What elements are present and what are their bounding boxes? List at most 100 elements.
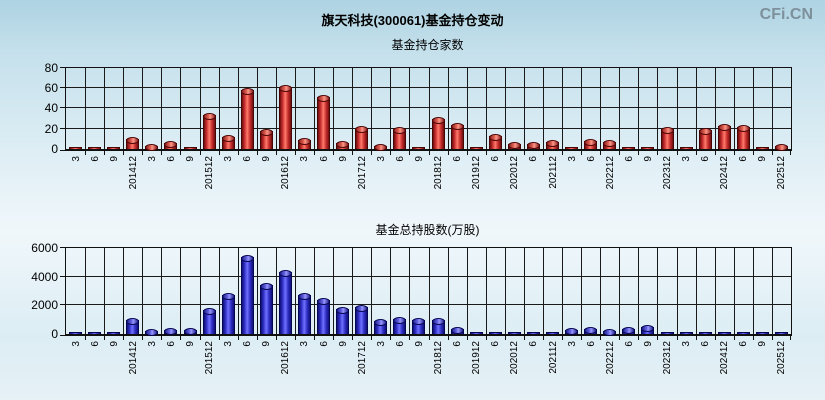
x-axis-label: 6 bbox=[452, 341, 463, 347]
x-axis-tick-mark bbox=[677, 336, 678, 340]
bar-top-cap bbox=[260, 129, 273, 136]
x-axis-label: 9 bbox=[643, 156, 654, 162]
bar bbox=[680, 332, 693, 334]
y-axis-tick-mark bbox=[60, 67, 65, 68]
v-gridline bbox=[409, 248, 410, 334]
v-gridline bbox=[333, 68, 334, 149]
x-axis-tick-mark bbox=[638, 336, 639, 340]
bar bbox=[412, 147, 425, 149]
bar bbox=[317, 298, 330, 334]
bar-top-cap bbox=[126, 137, 139, 144]
x-axis-tick-mark bbox=[562, 336, 563, 340]
x-axis-label: 3 bbox=[376, 341, 387, 347]
x-axis-tick-mark bbox=[734, 336, 735, 340]
v-gridline bbox=[772, 68, 773, 149]
x-axis-label: 3 bbox=[147, 341, 158, 347]
x-axis-label: 6 bbox=[90, 341, 101, 347]
bar-top-cap bbox=[718, 124, 731, 131]
x-axis-label: 6 bbox=[166, 156, 177, 162]
bar-top-cap bbox=[451, 123, 464, 130]
bar bbox=[260, 283, 273, 334]
bar bbox=[336, 141, 349, 149]
x-axis-tick-mark bbox=[524, 151, 525, 155]
bar bbox=[622, 327, 635, 334]
x-axis-tick-mark bbox=[619, 151, 620, 155]
bar bbox=[641, 325, 654, 334]
x-axis-tick-mark bbox=[276, 151, 277, 155]
v-gridline bbox=[543, 68, 544, 149]
v-gridline bbox=[715, 248, 716, 334]
v-gridline bbox=[657, 248, 658, 334]
y-axis-tick-label: 60 bbox=[44, 81, 58, 95]
x-axis-tick-mark bbox=[696, 336, 697, 340]
v-gridline bbox=[276, 248, 277, 334]
x-axis-label: 9 bbox=[757, 341, 768, 347]
y-axis-tick-mark bbox=[60, 150, 65, 151]
v-gridline bbox=[219, 248, 220, 334]
v-gridline bbox=[409, 68, 410, 149]
bar bbox=[718, 332, 731, 334]
x-axis-label: 201612 bbox=[280, 156, 291, 190]
bar-top-cap bbox=[622, 327, 635, 334]
x-axis-tick-mark bbox=[371, 336, 372, 340]
x-axis-tick-mark bbox=[696, 151, 697, 155]
bar bbox=[241, 88, 254, 149]
bar bbox=[680, 147, 693, 149]
bar bbox=[508, 142, 521, 149]
x-axis-label: 9 bbox=[414, 341, 425, 347]
x-axis-tick-mark bbox=[314, 336, 315, 340]
x-axis-label: 6 bbox=[452, 156, 463, 162]
v-gridline bbox=[123, 68, 124, 149]
bar-top-cap bbox=[279, 85, 292, 92]
v-gridline bbox=[581, 248, 582, 334]
v-gridline bbox=[486, 68, 487, 149]
x-axis-label: 6 bbox=[586, 156, 597, 162]
h-gridline bbox=[66, 304, 791, 305]
x-axis-label: 6 bbox=[624, 341, 635, 347]
h-gridline bbox=[66, 276, 791, 277]
x-axis-tick-mark bbox=[142, 336, 143, 340]
bar bbox=[164, 141, 177, 149]
v-gridline bbox=[505, 248, 506, 334]
x-axis-tick-mark bbox=[142, 151, 143, 155]
v-gridline bbox=[390, 68, 391, 149]
bar-top-cap bbox=[603, 140, 616, 147]
y-axis-tick-label: 40 bbox=[44, 101, 58, 115]
y-axis-tick-mark bbox=[60, 335, 65, 336]
bar bbox=[241, 255, 254, 334]
x-axis-label: 202412 bbox=[719, 156, 730, 190]
bar-top-cap bbox=[298, 138, 311, 145]
v-gridline bbox=[677, 68, 678, 149]
x-axis-tick-mark bbox=[371, 151, 372, 155]
bar bbox=[603, 140, 616, 149]
bar bbox=[279, 270, 292, 334]
x-axis-tick-mark bbox=[85, 151, 86, 155]
x-axis-label: 9 bbox=[643, 341, 654, 347]
x-axis-label: 6 bbox=[528, 156, 539, 162]
chart-title-holder-count: 基金持仓家数 bbox=[391, 38, 464, 52]
x-axis-tick-mark bbox=[180, 151, 181, 155]
x-axis-tick-mark bbox=[352, 336, 353, 340]
bar-top-cap bbox=[412, 318, 425, 325]
x-axis-label: 201512 bbox=[204, 156, 215, 190]
x-axis-tick-mark bbox=[333, 336, 334, 340]
h-gridline bbox=[66, 87, 791, 88]
bar-top-cap bbox=[393, 127, 406, 134]
y-axis-tick-mark bbox=[60, 107, 65, 108]
y-axis-tick-label: 4000 bbox=[31, 270, 58, 284]
x-axis-label: 3 bbox=[681, 341, 692, 347]
x-axis-label: 6 bbox=[319, 341, 330, 347]
x-axis-label: 6 bbox=[395, 341, 406, 347]
x-axis-tick-mark bbox=[200, 151, 201, 155]
y-axis-tick-label: 20 bbox=[44, 122, 58, 136]
v-gridline bbox=[352, 68, 353, 149]
x-axis-tick-mark bbox=[219, 151, 220, 155]
v-gridline bbox=[180, 248, 181, 334]
h-gridline bbox=[66, 128, 791, 129]
bar bbox=[279, 85, 292, 149]
x-axis-tick-mark bbox=[161, 336, 162, 340]
chart-total-shares: 基金总持股数(万股) 0 2000 4000 6000 3 6 9 201412 3 6 9 2015… bbox=[0, 208, 825, 400]
v-gridline bbox=[467, 248, 468, 334]
y-axis-tick-mark bbox=[60, 304, 65, 305]
